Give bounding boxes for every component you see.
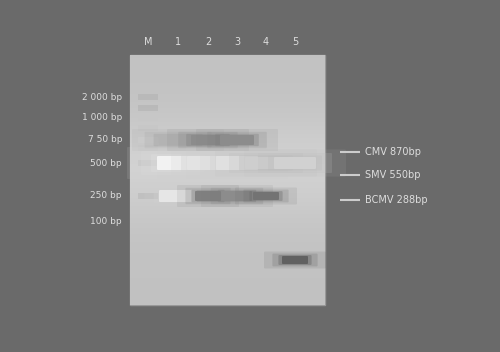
Text: M: M — [144, 37, 152, 47]
Bar — [138, 145, 158, 151]
Text: 4: 4 — [263, 37, 269, 47]
FancyBboxPatch shape — [177, 185, 239, 207]
FancyBboxPatch shape — [186, 188, 230, 204]
FancyBboxPatch shape — [211, 188, 263, 204]
FancyBboxPatch shape — [258, 153, 332, 173]
FancyBboxPatch shape — [187, 156, 229, 170]
Bar — [138, 137, 158, 143]
FancyBboxPatch shape — [244, 150, 346, 176]
FancyBboxPatch shape — [154, 189, 202, 203]
FancyBboxPatch shape — [151, 154, 205, 172]
Bar — [138, 94, 158, 100]
FancyBboxPatch shape — [195, 191, 221, 201]
FancyBboxPatch shape — [186, 134, 230, 146]
FancyBboxPatch shape — [159, 190, 197, 202]
FancyBboxPatch shape — [210, 154, 264, 172]
Text: 2: 2 — [205, 37, 211, 47]
FancyBboxPatch shape — [157, 147, 259, 179]
FancyBboxPatch shape — [220, 135, 254, 145]
FancyBboxPatch shape — [154, 134, 202, 146]
Text: 250 bp: 250 bp — [90, 191, 122, 201]
FancyBboxPatch shape — [127, 147, 229, 179]
FancyBboxPatch shape — [235, 188, 297, 205]
Text: 3: 3 — [234, 37, 240, 47]
FancyBboxPatch shape — [250, 191, 282, 201]
Bar — [138, 193, 158, 199]
Bar — [130, 55, 325, 305]
FancyBboxPatch shape — [192, 190, 224, 202]
FancyBboxPatch shape — [178, 132, 238, 148]
Text: BCMV 288bp: BCMV 288bp — [365, 195, 428, 205]
FancyBboxPatch shape — [196, 129, 278, 151]
Text: 1 000 bp: 1 000 bp — [82, 113, 122, 122]
FancyBboxPatch shape — [222, 191, 252, 201]
FancyBboxPatch shape — [253, 192, 279, 200]
FancyBboxPatch shape — [144, 132, 212, 148]
FancyBboxPatch shape — [239, 156, 293, 170]
FancyBboxPatch shape — [264, 251, 326, 269]
FancyBboxPatch shape — [157, 156, 199, 170]
FancyBboxPatch shape — [218, 190, 256, 202]
FancyBboxPatch shape — [191, 135, 225, 145]
FancyBboxPatch shape — [244, 190, 288, 202]
FancyBboxPatch shape — [171, 151, 245, 175]
Bar — [138, 115, 158, 121]
FancyBboxPatch shape — [200, 151, 274, 175]
FancyBboxPatch shape — [272, 253, 318, 266]
Text: CMV 870bp: CMV 870bp — [365, 147, 421, 157]
FancyBboxPatch shape — [278, 255, 312, 265]
Bar — [138, 125, 158, 131]
FancyBboxPatch shape — [274, 157, 316, 169]
FancyBboxPatch shape — [167, 129, 249, 151]
FancyBboxPatch shape — [144, 186, 212, 206]
Text: 7 50 bp: 7 50 bp — [88, 136, 122, 145]
FancyBboxPatch shape — [282, 256, 308, 264]
FancyBboxPatch shape — [132, 129, 224, 151]
FancyBboxPatch shape — [201, 185, 273, 207]
Text: 100 bp: 100 bp — [90, 218, 122, 226]
Text: 2 000 bp: 2 000 bp — [82, 93, 122, 101]
Text: SMV 550bp: SMV 550bp — [365, 170, 420, 180]
FancyBboxPatch shape — [186, 147, 288, 179]
FancyBboxPatch shape — [181, 154, 235, 172]
Bar — [138, 105, 158, 111]
FancyBboxPatch shape — [207, 132, 267, 148]
FancyBboxPatch shape — [268, 156, 322, 170]
FancyBboxPatch shape — [245, 157, 287, 169]
Text: 5: 5 — [292, 37, 298, 47]
FancyBboxPatch shape — [215, 134, 259, 146]
FancyBboxPatch shape — [215, 150, 317, 176]
FancyBboxPatch shape — [216, 156, 258, 170]
FancyBboxPatch shape — [159, 135, 197, 145]
FancyBboxPatch shape — [141, 151, 215, 175]
FancyBboxPatch shape — [229, 153, 303, 173]
Text: 500 bp: 500 bp — [90, 158, 122, 168]
Text: 1: 1 — [175, 37, 181, 47]
FancyBboxPatch shape — [132, 182, 224, 209]
Bar — [138, 160, 158, 166]
